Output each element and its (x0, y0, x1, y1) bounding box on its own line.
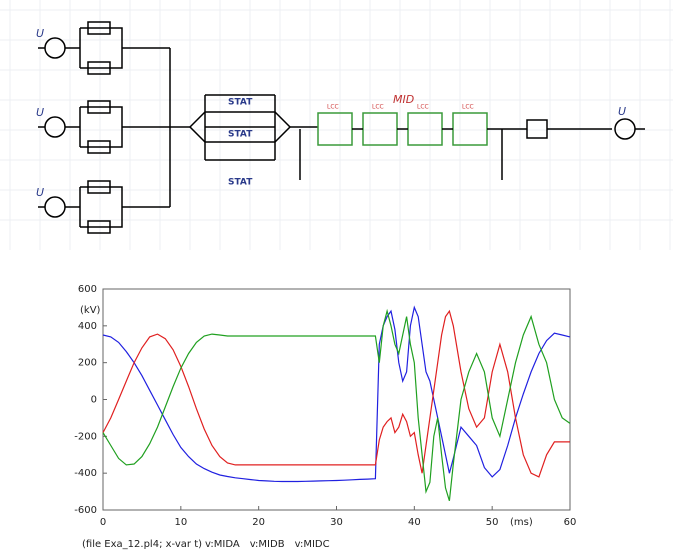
y-tick-label: 400 (78, 321, 97, 332)
y-tick-label: 200 (78, 358, 97, 369)
y-axis-label: (kV) (80, 305, 101, 316)
series-line (102, 309, 570, 478)
caption: (file Exa_12.pl4; x-var t) (82, 539, 202, 550)
circuit (38, 21, 645, 234)
x-axis-label: (ms) (510, 517, 533, 528)
lcc-label: LCC (327, 104, 339, 111)
stat-label: STAT (228, 98, 253, 108)
plot-frame (102, 288, 571, 511)
series-line (102, 308, 571, 501)
source-label: U (36, 106, 44, 119)
y-tick-label: -400 (74, 468, 97, 479)
probe-label: MID (393, 93, 414, 106)
y-tick-label: -600 (74, 505, 97, 516)
lcc-label: LCC (417, 104, 429, 111)
y-tick-label: 0 (91, 395, 97, 406)
legend-entry: v:MIDB (250, 539, 285, 550)
stat-label: STAT (228, 178, 253, 188)
x-tick-label: 0 (100, 517, 106, 528)
plot: (kV) (ms) (file Exa_12.pl4; x-var t) -60… (74, 284, 576, 550)
source-label: U (36, 27, 44, 40)
y-tick-label: -200 (74, 431, 97, 442)
y-tick-label: 600 (78, 284, 97, 295)
legend-entry: v:MIDC (295, 539, 330, 550)
x-tick-label: 40 (408, 517, 421, 528)
x-tick-label: 30 (330, 517, 343, 528)
canvas-grid (0, 0, 673, 250)
source-label: U (36, 186, 44, 199)
series-line (102, 305, 571, 483)
x-tick-label: 20 (252, 517, 265, 528)
lcc-label: LCC (462, 104, 474, 111)
x-tick-label: 10 (174, 517, 187, 528)
x-tick-label: 50 (486, 517, 499, 528)
legend-entry: v:MIDA (205, 539, 240, 550)
source-label: U (618, 105, 626, 118)
lcc-label: LCC (372, 104, 384, 111)
x-tick-label: 60 (564, 517, 577, 528)
stat-label: STAT (228, 130, 253, 140)
